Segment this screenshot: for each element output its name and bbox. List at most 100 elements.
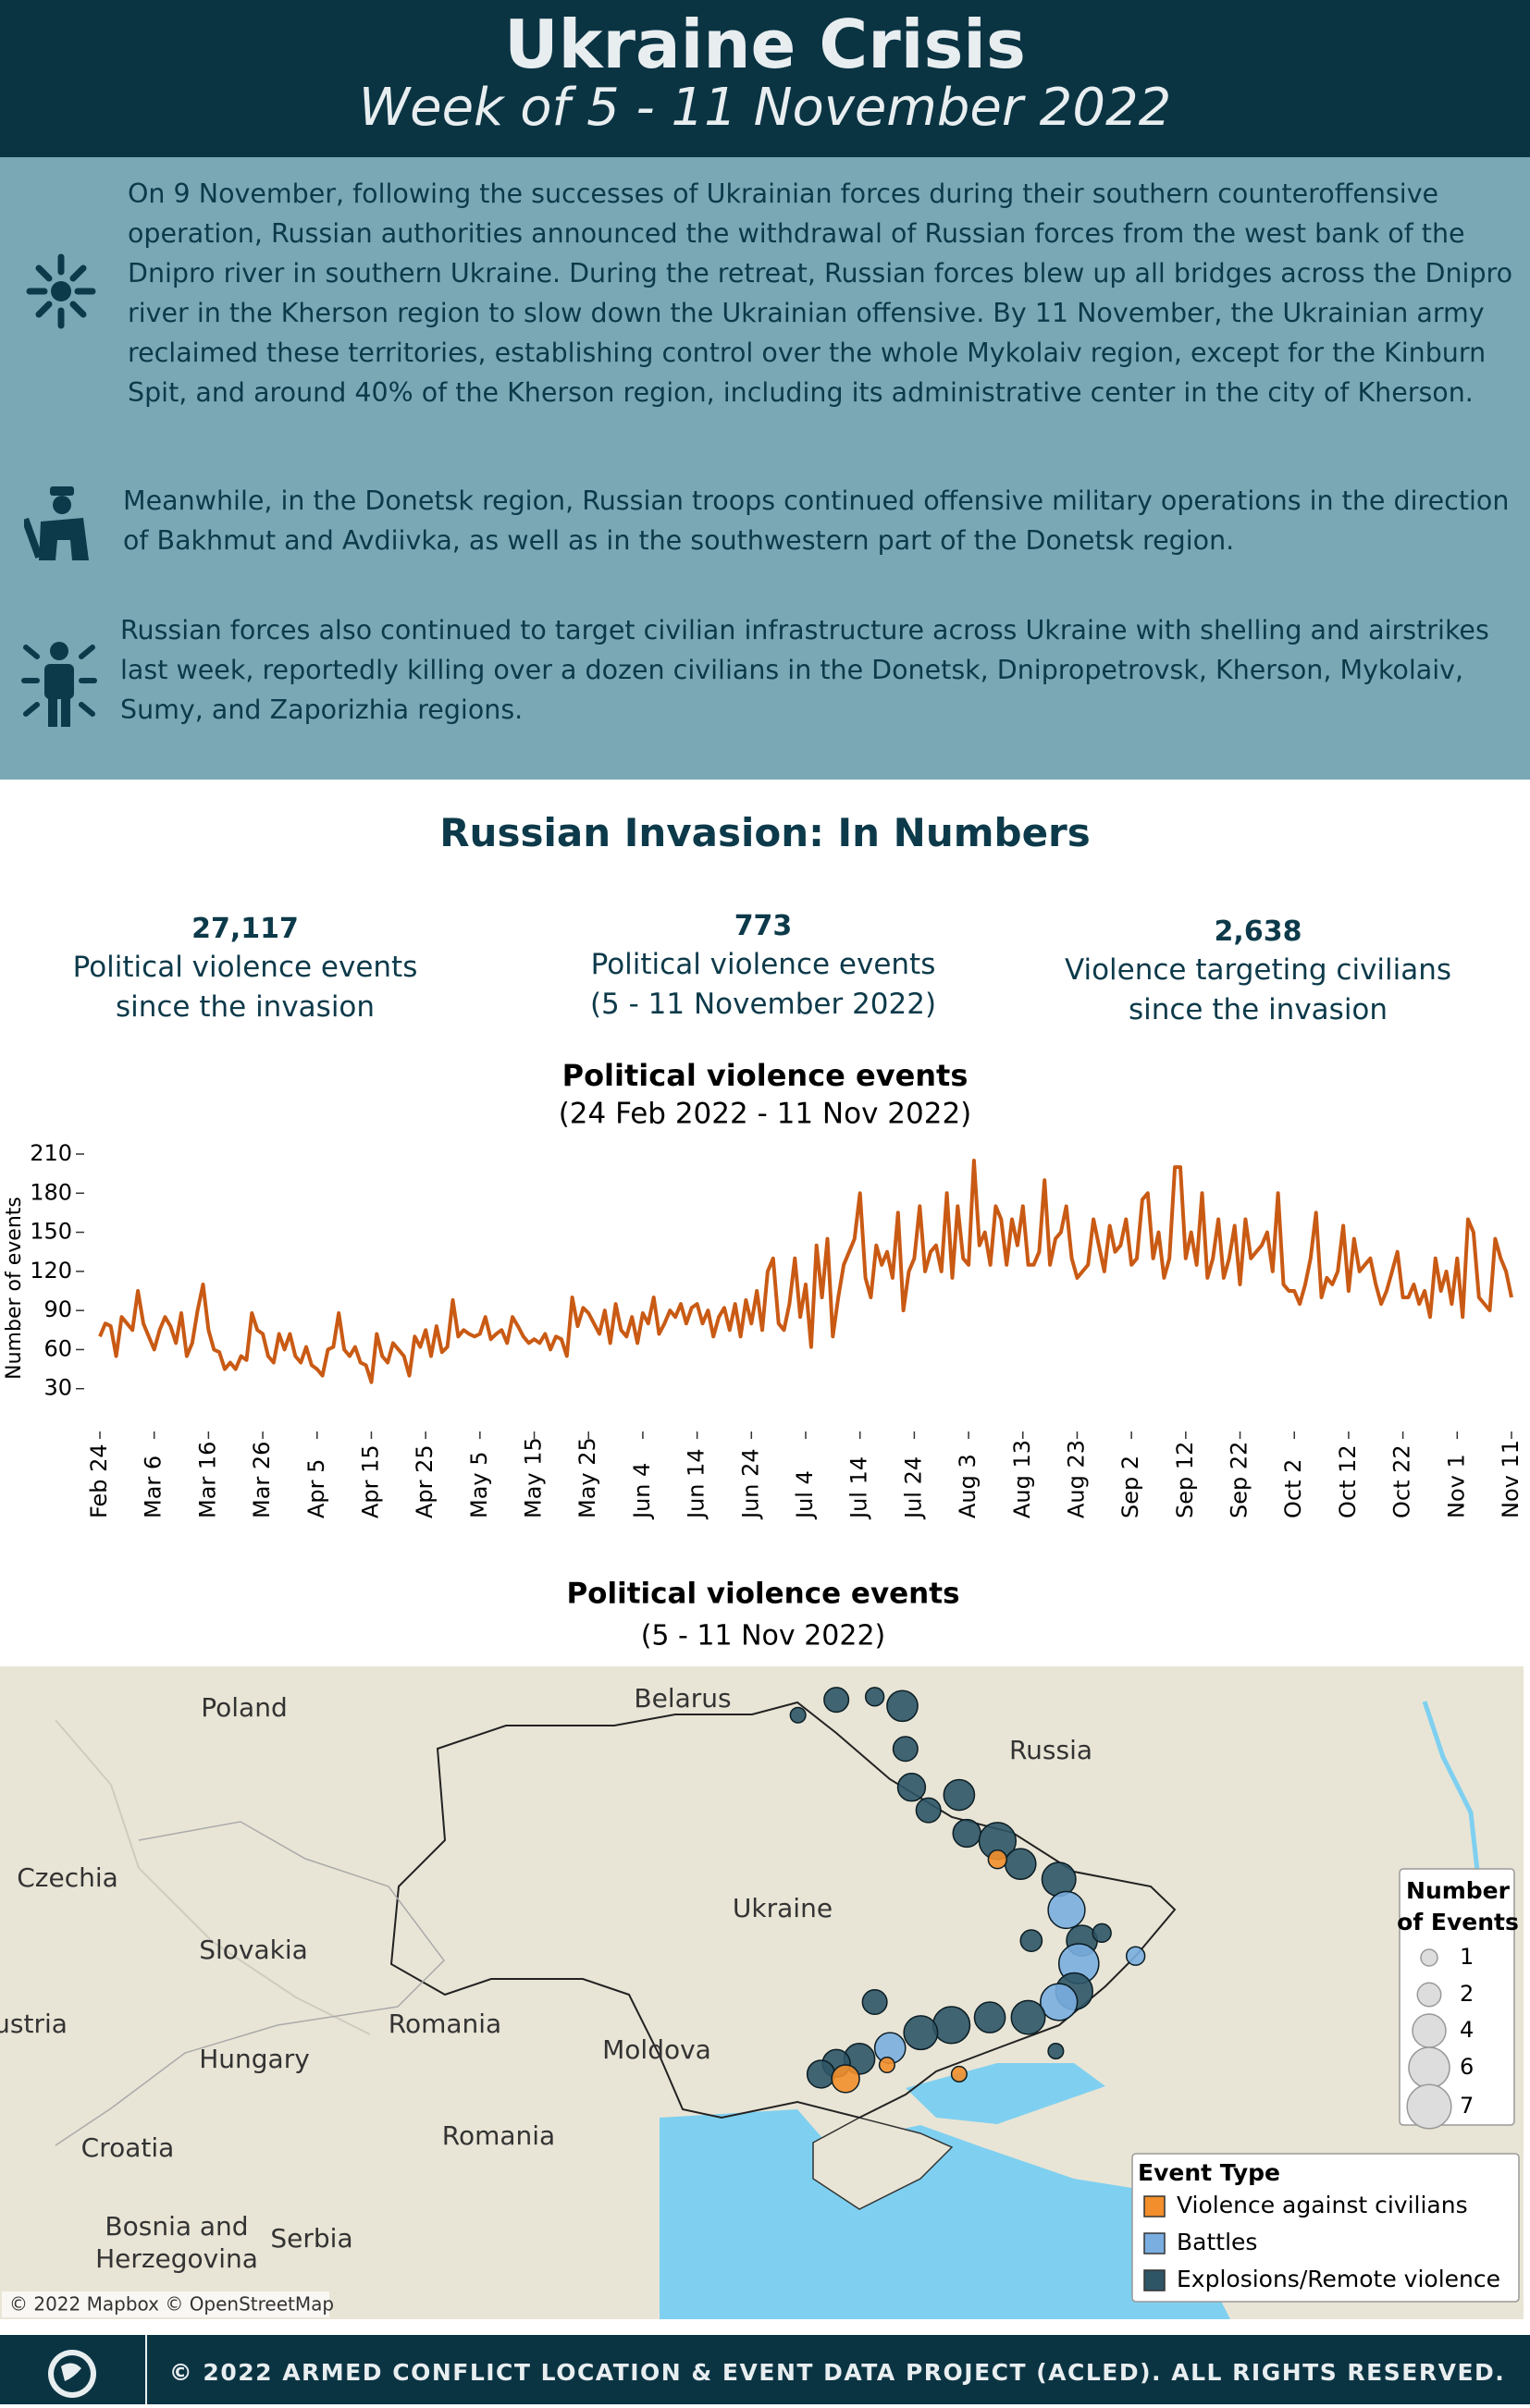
y-tick-label: 60	[43, 1335, 72, 1361]
size-legend-title: Number	[1406, 1877, 1511, 1904]
x-tick-label: May 25	[574, 1437, 600, 1518]
event-bubble	[789, 1706, 807, 1724]
map-label: Czechia	[17, 1862, 118, 1893]
legend-label: Explosions/Remote violence	[1177, 2266, 1500, 2292]
paragraph: On 9 November, following the successes o…	[128, 178, 1513, 408]
section-title: Russian Invasion: In Numbers	[439, 810, 1091, 855]
stat: 2,638 Violence targeting civilians since…	[1018, 914, 1499, 1030]
footer-text: © 2022 ARMED CONFLICT LOCATION & EVENT D…	[169, 2359, 1506, 2386]
x-tick-label: Jun 14	[684, 1448, 709, 1520]
civilian-icon	[21, 642, 97, 727]
legend-swatch	[1143, 2232, 1166, 2254]
event-bubble	[950, 2065, 968, 2083]
footer-graphic: © 2022 ARMED CONFLICT LOCATION & EVENT D…	[48, 2335, 1506, 2404]
x-tick-label: Mar 16	[194, 1442, 220, 1518]
event-bubble	[1047, 2043, 1065, 2060]
subtitle: Week of 5 - 11 November 2022	[358, 78, 1172, 138]
event-bubble	[1047, 1890, 1086, 1930]
paragraph: Russian forces also continued to target …	[120, 615, 1489, 725]
event-bubble	[861, 1988, 888, 2016]
legend-box	[1131, 2153, 1520, 2303]
map-label: Herzegovina	[95, 2243, 258, 2274]
legend-title: Event Type	[1138, 2159, 1280, 2186]
stat-label: (5 - 11 November 2022)	[589, 988, 937, 1021]
paragraph: Meanwhile, in the Donetsk region, Russia…	[123, 485, 1510, 556]
x-tick-label: Jun 4	[629, 1463, 655, 1520]
chart-title: Political violence events	[562, 1058, 969, 1093]
stat-label: since the invasion	[1128, 993, 1388, 1026]
stat: 27,117 Political violence events since t…	[5, 911, 486, 1027]
summary-panel: On 9 November, following the successes o…	[0, 157, 1530, 780]
legend-swatch	[1143, 2195, 1166, 2218]
footer: © 2022 ARMED CONFLICT LOCATION & EVENT D…	[0, 2335, 1530, 2404]
map-label: Moldova	[602, 2034, 711, 2065]
event-bubble	[903, 2015, 939, 2051]
size-legend-circle	[1416, 1982, 1442, 2008]
data-line	[98, 1159, 1513, 1384]
event-bubble	[892, 1736, 919, 1763]
x-tick-label: Apr 25	[412, 1444, 438, 1518]
event-bubble	[915, 1797, 942, 1824]
x-tick-label: Sep 22	[1227, 1442, 1252, 1518]
event-bubble	[1004, 1848, 1037, 1881]
map-label: Romania	[442, 2120, 555, 2151]
event-bubble	[806, 2059, 836, 2089]
map-label: Romania	[389, 2009, 501, 2039]
size-legend-label: 6	[1460, 2054, 1474, 2080]
x-tick-label: Jul 14	[846, 1456, 872, 1520]
stat-label: since the invasion	[115, 990, 376, 1024]
event-bubbles	[789, 1687, 1146, 2094]
stat-value: 2,638	[1214, 915, 1302, 948]
event-bubble	[886, 1689, 919, 1723]
attribution-bg	[2, 2291, 329, 2317]
stat-label: Violence targeting civilians	[1064, 953, 1452, 987]
y-tick-label: 150	[30, 1219, 72, 1245]
x-tick-label: Sep 12	[1172, 1442, 1198, 1518]
header: Ukraine Crisis Week of 5 - 11 November 2…	[0, 0, 1530, 157]
map-label: Ukraine	[733, 1893, 833, 1923]
event-bubble	[896, 1773, 927, 1802]
legend-label: Battles	[1177, 2229, 1257, 2255]
soldier-icon	[24, 486, 89, 560]
map-label: ustria	[0, 2009, 68, 2039]
stat-label: Political violence events	[590, 948, 936, 981]
title: Ukraine Crisis	[504, 6, 1026, 83]
legend-swatch	[1143, 2269, 1166, 2291]
chart-subtitle: (5 - 11 Nov 2022)	[641, 1620, 886, 1652]
map-label: Belarus	[634, 1683, 731, 1714]
x-tick-label: Aug 23	[1063, 1440, 1089, 1518]
size-legend-circle	[1412, 2013, 1447, 2048]
event-bubble	[864, 1687, 885, 1707]
size-legend-circle	[1420, 1948, 1438, 1967]
x-tick-label: Mar 26	[249, 1442, 275, 1518]
map-label: Croatia	[81, 2132, 175, 2163]
event-bubble	[973, 2001, 1006, 2033]
chart-subtitle: (24 Feb 2022 - 11 Nov 2022)	[559, 1098, 972, 1131]
event-bubble	[823, 1687, 850, 1714]
chart-title: Political violence events	[566, 1578, 959, 1611]
map-label: Bosnia and	[105, 2211, 248, 2242]
stat: 773 Political violence events (5 - 11 No…	[523, 908, 1004, 1025]
event-bubble	[952, 1818, 981, 1849]
event-bubble	[1040, 1983, 1079, 2021]
x-tick-label: Sep 2	[1117, 1456, 1143, 1518]
y-tick-label: 30	[43, 1375, 72, 1401]
size-legend-label: 1	[1460, 1944, 1474, 1970]
x-tick-label: May 5	[466, 1451, 492, 1518]
y-tick-label: 90	[43, 1296, 72, 1322]
x-tick-label: Feb 24	[86, 1444, 112, 1518]
event-bubble	[1092, 1923, 1112, 1944]
x-tick-label: Nov 1	[1443, 1454, 1469, 1518]
stat-label: Political violence events	[72, 951, 418, 984]
y-tick-label: 180	[30, 1179, 72, 1205]
x-tick-label: Oct 22	[1389, 1444, 1415, 1518]
map-label: Poland	[201, 1692, 287, 1723]
attribution: © 2022 Mapbox © OpenStreetMap	[9, 2293, 334, 2316]
event-bubble	[987, 1849, 1008, 1870]
legend-label: Violence against civilians	[1177, 2192, 1468, 2218]
map-label: Slovakia	[199, 1935, 308, 1965]
y-axis-label: Number of events	[3, 1197, 26, 1380]
x-tick-label: Oct 12	[1335, 1444, 1361, 1518]
size-legend-circle	[1406, 2083, 1452, 2130]
